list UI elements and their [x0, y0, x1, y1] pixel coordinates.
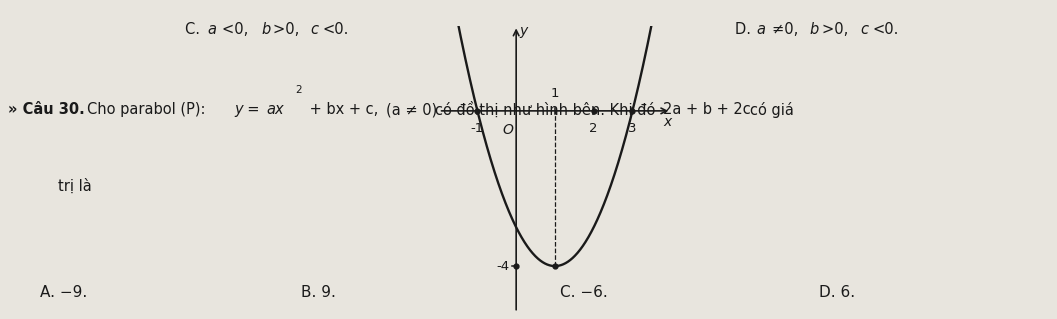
Text: b: b: [810, 22, 819, 37]
Text: -4: -4: [496, 260, 509, 272]
Text: 2a + b + 2c: 2a + b + 2c: [663, 102, 750, 117]
Text: <0.: <0.: [322, 22, 349, 37]
Text: c: c: [860, 22, 869, 37]
Text: >0,: >0,: [822, 22, 853, 37]
Text: ≠0,: ≠0,: [772, 22, 802, 37]
Text: A. −9.: A. −9.: [40, 285, 88, 300]
Text: C.: C.: [185, 22, 205, 37]
Text: a: a: [207, 22, 217, 37]
Text: D.: D.: [735, 22, 756, 37]
Text: 2: 2: [295, 85, 301, 94]
Text: + bx + c,: + bx + c,: [305, 102, 378, 117]
Text: y: y: [519, 24, 527, 38]
Text: (a ≠ 0): (a ≠ 0): [386, 102, 437, 117]
Text: x: x: [663, 115, 671, 129]
Text: y =: y =: [235, 102, 265, 117]
Text: 1: 1: [551, 87, 559, 100]
Text: có đồ thị như hình bên. Khi đó: có đồ thị như hình bên. Khi đó: [435, 102, 655, 118]
Text: -1: -1: [470, 122, 484, 135]
Text: b: b: [261, 22, 271, 37]
Text: D. 6.: D. 6.: [819, 285, 855, 300]
Text: trị là: trị là: [58, 179, 92, 194]
Text: Cho parabol (P):: Cho parabol (P):: [87, 102, 209, 117]
Text: C. −6.: C. −6.: [560, 285, 608, 300]
Text: a: a: [757, 22, 766, 37]
Text: <0.: <0.: [872, 22, 898, 37]
Text: O: O: [502, 123, 513, 137]
Text: <0,: <0,: [222, 22, 253, 37]
Text: B. 9.: B. 9.: [301, 285, 336, 300]
Text: có giá: có giá: [750, 102, 795, 118]
Text: ax: ax: [266, 102, 284, 117]
Text: » Câu 30.: » Câu 30.: [8, 102, 86, 117]
Text: 2: 2: [590, 122, 598, 135]
Text: >0,: >0,: [273, 22, 303, 37]
Text: c: c: [311, 22, 319, 37]
Text: 3: 3: [628, 122, 636, 135]
